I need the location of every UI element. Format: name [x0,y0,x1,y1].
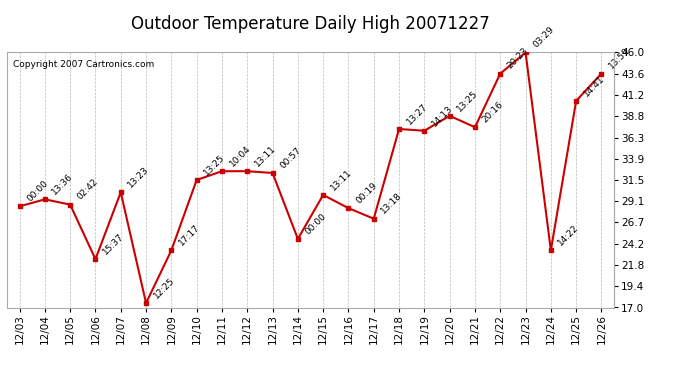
Text: 02:42: 02:42 [76,177,100,202]
Text: 15:37: 15:37 [101,232,126,256]
Text: 13:27: 13:27 [404,102,429,126]
Text: 20:16: 20:16 [480,100,505,124]
Text: 10:04: 10:04 [228,144,252,168]
Text: Copyright 2007 Cartronics.com: Copyright 2007 Cartronics.com [13,60,155,69]
Text: 13:36: 13:36 [50,172,75,196]
Text: 00:00: 00:00 [25,179,50,204]
Text: 13:11: 13:11 [253,144,277,168]
Text: 17:17: 17:17 [177,223,201,248]
Text: 14:22: 14:22 [556,223,581,248]
Text: Outdoor Temperature Daily High 20071227: Outdoor Temperature Daily High 20071227 [131,15,490,33]
Text: 03:29: 03:29 [531,25,555,50]
Text: 13:25: 13:25 [202,153,227,177]
Text: 12:25: 12:25 [152,276,176,300]
Text: 13:59: 13:59 [607,46,631,71]
Text: 13:11: 13:11 [328,168,353,192]
Text: 00:19: 00:19 [354,181,379,206]
Text: 13:23: 13:23 [126,165,151,189]
Text: 14:41: 14:41 [582,74,607,98]
Text: 14:13: 14:13 [430,104,455,128]
Text: 20:23: 20:23 [506,46,531,71]
Text: 13:18: 13:18 [380,191,404,216]
Text: 00:57: 00:57 [278,146,303,170]
Text: 13:25: 13:25 [455,88,480,113]
Text: 00:00: 00:00 [304,211,328,236]
